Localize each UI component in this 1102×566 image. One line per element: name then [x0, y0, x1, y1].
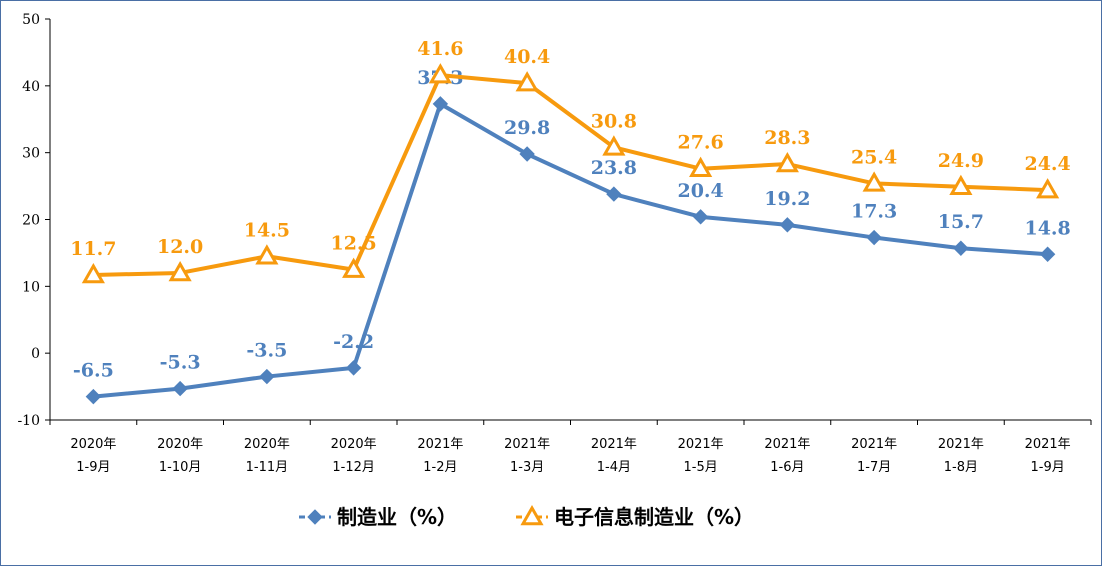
electronics-point	[602, 135, 626, 156]
manufacturing-point	[692, 209, 709, 225]
x-tick-label-year: 2020年	[157, 437, 203, 452]
manufacturing-point	[866, 229, 882, 246]
x-tick-label-period: 1-5月	[684, 460, 718, 475]
x-tick-label-period: 1-10月	[159, 460, 202, 475]
y-tick-label: -10	[17, 413, 40, 429]
x-tick-label-period: 1-2月	[423, 460, 457, 475]
electronics-point	[428, 63, 452, 84]
electronics-data-label: 27.6	[677, 132, 723, 154]
electronics-data-label: 11.7	[70, 238, 116, 260]
electronics-data-label: 12.0	[157, 236, 203, 258]
manufacturing-data-label: -2.2	[333, 331, 374, 353]
y-tick-label: 0	[31, 346, 40, 362]
manufacturing-point	[172, 380, 188, 397]
electronics-point	[862, 171, 886, 192]
y-tick-label: 50	[22, 12, 40, 28]
manufacturing-data-label: 20.4	[677, 180, 723, 202]
x-tick-label-year: 2021年	[764, 437, 810, 452]
electronics-data-label: 12.5	[330, 233, 376, 255]
legend-marker-electronics	[520, 504, 544, 526]
x-tick-label-period: 1-6月	[770, 460, 804, 475]
x-tick-label-year: 2021年	[504, 437, 550, 452]
x-tick-label-period: 1-7月	[857, 460, 891, 475]
x-tick-label-year: 2020年	[331, 437, 377, 452]
manufacturing-point	[259, 368, 275, 385]
manufacturing-point	[606, 186, 622, 202]
manufacturing-data-label: 19.2	[764, 188, 810, 210]
x-tick-label-year: 2021年	[417, 437, 463, 452]
electronics-point	[1036, 178, 1060, 199]
manufacturing-point	[953, 240, 969, 256]
x-tick-label-period: 1-4月	[597, 460, 631, 475]
manufacturing-point	[432, 96, 449, 112]
x-tick-label-year: 2021年	[1025, 437, 1071, 452]
manufacturing-point	[519, 146, 535, 162]
x-tick-label-year: 2020年	[244, 437, 290, 452]
manufacturing-data-label: 17.3	[851, 201, 897, 223]
manufacturing-data-label: 23.8	[591, 157, 637, 179]
electronics-point	[342, 257, 366, 278]
electronics-data-label: 30.8	[591, 110, 637, 132]
legend-label-electronics: 电子信息制造业（%）	[554, 505, 754, 529]
electronics-point	[255, 244, 279, 265]
manufacturing-line	[93, 101, 1048, 399]
y-tick-label: 10	[22, 279, 40, 295]
manufacturing-point	[345, 360, 362, 376]
electronics-data-label: 40.4	[504, 46, 550, 68]
electronics-point	[168, 260, 192, 282]
manufacturing-data-label: 14.8	[1024, 217, 1070, 239]
x-tick-label-period: 1-9月	[76, 460, 110, 475]
x-tick-label-period: 1-3月	[510, 460, 544, 475]
manufacturing-data-label: -5.3	[160, 352, 201, 374]
x-tick-label-period: 1-11月	[246, 460, 289, 475]
y-tick-label: 30	[22, 146, 40, 162]
x-tick-label-year: 2021年	[591, 437, 637, 452]
legend-label-manufacturing: 制造业（%）	[337, 505, 457, 529]
electronics-data-label: 24.9	[938, 150, 984, 172]
electronics-data-label: 24.4	[1024, 153, 1070, 175]
manufacturing-data-label: -3.5	[246, 340, 287, 362]
manufacturing-point	[85, 388, 102, 405]
manufacturing-data-label: 29.8	[504, 117, 550, 139]
manufacturing-data-label: 15.7	[938, 211, 984, 233]
electronics-point	[775, 152, 799, 173]
x-tick-label-period: 1-9月	[1031, 460, 1065, 475]
electronics-data-label: 14.5	[244, 219, 290, 241]
x-tick-label-year: 2021年	[938, 437, 984, 452]
manufacturing-data-label: -6.5	[73, 360, 114, 382]
manufacturing-point	[1039, 246, 1056, 262]
electronics-data-label: 41.6	[417, 38, 463, 60]
manufacturing-point	[779, 217, 796, 233]
x-tick-label-year: 2020年	[70, 437, 116, 452]
legend-marker-manufacturing	[307, 509, 323, 525]
x-tick-label-period: 1-12月	[332, 460, 375, 475]
x-tick-label-year: 2021年	[678, 437, 724, 452]
y-tick-label: 40	[22, 79, 40, 95]
x-tick-label-year: 2021年	[851, 437, 897, 452]
electronics-data-label: 25.4	[851, 146, 897, 168]
electronics-point	[515, 71, 539, 92]
electronics-data-label: 28.3	[764, 127, 810, 149]
electronics-point	[689, 156, 713, 177]
y-tick-label: 20	[22, 213, 40, 229]
electronics-point	[949, 174, 973, 196]
electronics-line	[93, 73, 1048, 277]
x-tick-label-period: 1-8月	[944, 460, 978, 475]
electronics-point	[81, 262, 105, 284]
